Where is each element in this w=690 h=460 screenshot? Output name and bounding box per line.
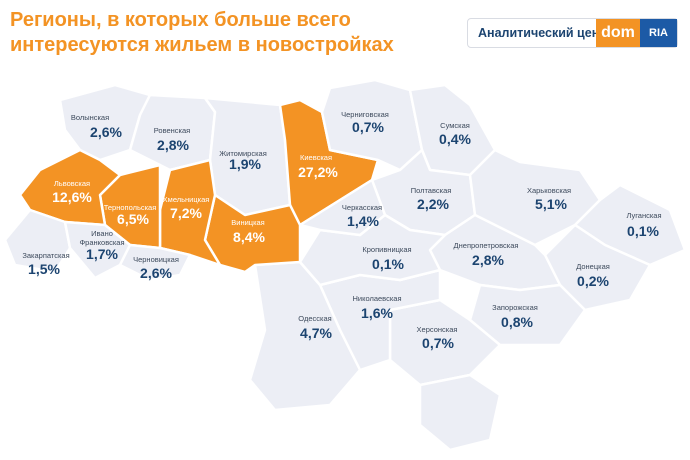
region-lviv-shape <box>18 148 122 227</box>
region-cherkasy-shape <box>298 178 387 237</box>
region-value: 2,8% <box>157 137 189 153</box>
region-name: Сумская <box>440 121 470 130</box>
region-value: 12,6% <box>52 189 92 205</box>
region-name: Днепропетровская <box>454 241 519 250</box>
region-value: 1,4% <box>347 213 379 229</box>
brand-ria-mark: RIA <box>640 19 677 47</box>
region-value: 7,2% <box>170 205 202 221</box>
region-label-kirovohrad: Кропивницкая 0,1% <box>362 245 411 272</box>
region-label-luhansk: Луганская 0,1% <box>626 211 661 239</box>
region-value: 2,6% <box>90 124 122 140</box>
page-title: Регионы, в которых больше всего интересу… <box>10 9 394 56</box>
region-shapes <box>3 78 687 452</box>
region-chernivtsi-shape <box>118 243 192 282</box>
region-name: Ивано Франковская <box>79 229 124 247</box>
region-value: 1,5% <box>28 261 60 277</box>
region-label-vinnytsia: Виницкая 8,4% <box>231 218 265 245</box>
region-label-zaporizhzhia: Запорожская 0,8% <box>492 303 538 330</box>
region-name: Николаевская <box>352 294 401 303</box>
region-name: Тернопольская <box>104 203 157 212</box>
region-value: 0,2% <box>577 273 609 289</box>
region-name: Кропивницкая <box>362 245 411 254</box>
region-value: 0,7% <box>352 119 384 135</box>
region-name: Волынская <box>71 113 109 122</box>
region-name: Харьковская <box>527 186 571 195</box>
region-name: Черкасская <box>342 203 382 212</box>
region-label-rivne: Ровенская 2,8% <box>154 126 191 153</box>
region-name: Черниговская <box>341 110 389 119</box>
region-crimea-shape <box>418 373 502 452</box>
region-value: 2,8% <box>472 252 504 268</box>
region-value: 2,6% <box>140 265 172 281</box>
region-value: 0,1% <box>627 223 659 239</box>
region-name: Луганская <box>626 211 661 220</box>
region-value: 1,7% <box>86 246 118 262</box>
region-name: Херсонская <box>417 325 458 334</box>
region-label-odesa: Одесская 4,7% <box>298 314 332 341</box>
region-value: 8,4% <box>233 229 265 245</box>
region-label-kyiv: Киевская 27,2% <box>298 153 338 180</box>
region-name: Донецкая <box>576 262 610 271</box>
region-name: Одесская <box>298 314 331 323</box>
region-kherson-shape <box>388 298 502 387</box>
region-label-dnipro: Днепропетровская 2,8% <box>454 241 519 268</box>
region-name: Львовская <box>54 179 90 188</box>
region-value: 0,7% <box>422 335 454 351</box>
region-name: Житомирская <box>219 149 267 158</box>
region-value: 1,6% <box>361 305 393 321</box>
region-name: Запорожская <box>492 303 538 312</box>
region-value: 0,1% <box>372 256 404 272</box>
region-label-volyn: Волынская 2,6% <box>71 113 123 140</box>
region-name: Киевская <box>300 153 332 162</box>
region-value: 1,9% <box>229 156 261 172</box>
region-value: 5,1% <box>535 196 567 212</box>
region-name: Полтавская <box>411 186 452 195</box>
brand-logo: Аналитический центр dom RIA <box>467 18 678 48</box>
region-label-mykolaiv: Николаевская 1,6% <box>352 294 401 321</box>
region-name: Закарпатская <box>22 251 69 260</box>
brand-dom-mark: dom <box>596 19 640 47</box>
region-name: Ровенская <box>154 126 191 135</box>
region-label-donetsk: Донецкая 0,2% <box>576 262 610 289</box>
region-name: Виницкая <box>231 218 265 227</box>
region-value: 0,4% <box>439 131 471 147</box>
region-value: 27,2% <box>298 164 338 180</box>
region-name: Черновицкая <box>133 255 179 264</box>
region-value: 6,5% <box>117 211 149 227</box>
region-value: 4,7% <box>300 325 332 341</box>
region-value: 2,2% <box>417 196 449 212</box>
brand-label: Аналитический центр <box>478 26 613 40</box>
region-value: 0,8% <box>501 314 533 330</box>
region-name: Хмельницкая <box>163 195 210 204</box>
